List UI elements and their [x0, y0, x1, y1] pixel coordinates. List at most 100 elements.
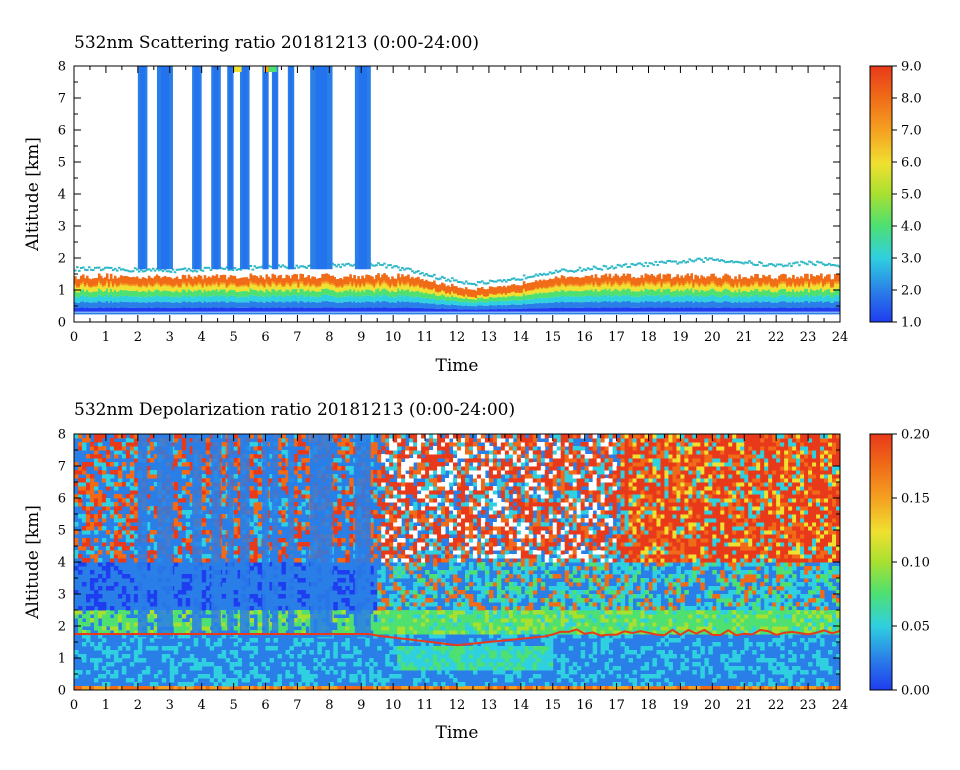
heat-cell [409, 291, 412, 298]
heat-cell [183, 267, 187, 270]
heat-cell [269, 526, 274, 531]
heat-cell [159, 296, 163, 303]
x-tick-label: 1 [102, 330, 110, 345]
heat-cell [277, 606, 282, 611]
heat-cell [598, 297, 602, 303]
heat-cell [616, 289, 620, 296]
heat-cell [293, 526, 298, 531]
heat-cell [482, 288, 486, 297]
heat-cell [772, 279, 775, 287]
heat-cell [772, 287, 775, 293]
heat-cell [441, 294, 444, 300]
heat-cell [173, 434, 179, 439]
heat-cell [109, 622, 115, 627]
heat-cell [297, 288, 301, 293]
heat-cell [105, 586, 111, 591]
heat-cell [129, 470, 135, 475]
heat-cell [377, 283, 380, 289]
heat-cell [460, 309, 464, 313]
heat-cell [666, 260, 670, 263]
heat-cell [85, 526, 91, 531]
heat-cell [784, 301, 787, 308]
heat-cell [464, 287, 468, 295]
heat-cell [97, 438, 103, 443]
heat-cell [281, 522, 286, 527]
heat-cell [74, 530, 79, 535]
heat-cell [157, 275, 161, 284]
heat-cell [259, 284, 263, 290]
heat-cell [141, 670, 147, 675]
heat-cell [121, 530, 127, 535]
heat-cell [293, 466, 298, 471]
heat-cell [476, 309, 480, 313]
heat-cell [109, 686, 115, 690]
heat-cell [458, 280, 462, 283]
heat-cell [269, 478, 274, 483]
heat-cell [828, 288, 831, 296]
heat-cell [181, 474, 187, 479]
heat-cell [181, 490, 187, 495]
heat-cell [285, 486, 290, 491]
heat-cell [103, 291, 107, 297]
heat-cell [415, 291, 418, 297]
heat-cell [131, 270, 135, 273]
heat-cell [329, 301, 332, 308]
heat-cell [526, 276, 530, 279]
heat-cell [486, 305, 490, 310]
heat-cell [101, 630, 107, 635]
heat-cell [371, 264, 374, 267]
heat-cell [460, 295, 464, 299]
heat-cell [516, 304, 520, 309]
heat-cell [293, 622, 298, 627]
heat-cell [259, 301, 263, 308]
heat-cell [125, 296, 129, 302]
heat-cell [149, 296, 153, 303]
heat-cell [676, 289, 680, 296]
heat-cell [676, 307, 680, 313]
heat-cell [814, 301, 817, 308]
heat-cell [333, 263, 336, 266]
heat-cell [221, 307, 225, 313]
heat-cell [774, 307, 777, 313]
heat-cell [612, 290, 616, 297]
heat-cell [754, 283, 757, 289]
heat-cell [654, 302, 658, 308]
colorbar-tick-label: 7.0 [901, 124, 922, 139]
heat-cell [95, 302, 99, 308]
heat-cell [75, 266, 79, 269]
heat-cell [125, 514, 131, 519]
heat-cell [650, 307, 654, 313]
heat-cell [343, 285, 346, 291]
heat-cell [516, 300, 520, 305]
heat-cell [804, 294, 807, 302]
heat-cell [466, 309, 470, 313]
heat-cell [658, 294, 662, 301]
heat-cell [598, 267, 602, 270]
heat-cell [133, 654, 139, 659]
heat-cell [249, 486, 255, 491]
heat-cell [476, 301, 480, 306]
heat-cell [105, 502, 111, 507]
heat-cell [656, 274, 660, 283]
heat-cell [564, 307, 568, 313]
heat-cell [766, 290, 769, 297]
heat-cell [125, 285, 129, 291]
heat-cell [524, 295, 528, 300]
heat-cell [105, 546, 111, 551]
heat-cell [466, 305, 470, 310]
heat-cell [253, 494, 259, 499]
heat-cell [201, 498, 207, 503]
heat-cell [221, 454, 227, 459]
heat-cell [93, 458, 99, 463]
heat-cell [101, 470, 107, 475]
heat-cell [800, 307, 803, 313]
heat-cell [299, 307, 303, 313]
heat-cell [347, 276, 350, 285]
heat-cell [682, 302, 686, 308]
heat-cell [257, 286, 261, 292]
heat-cell [782, 265, 785, 268]
heat-cell [257, 486, 263, 491]
heat-cell [594, 295, 598, 302]
heat-cell [772, 297, 775, 303]
heat-cell [237, 662, 243, 667]
